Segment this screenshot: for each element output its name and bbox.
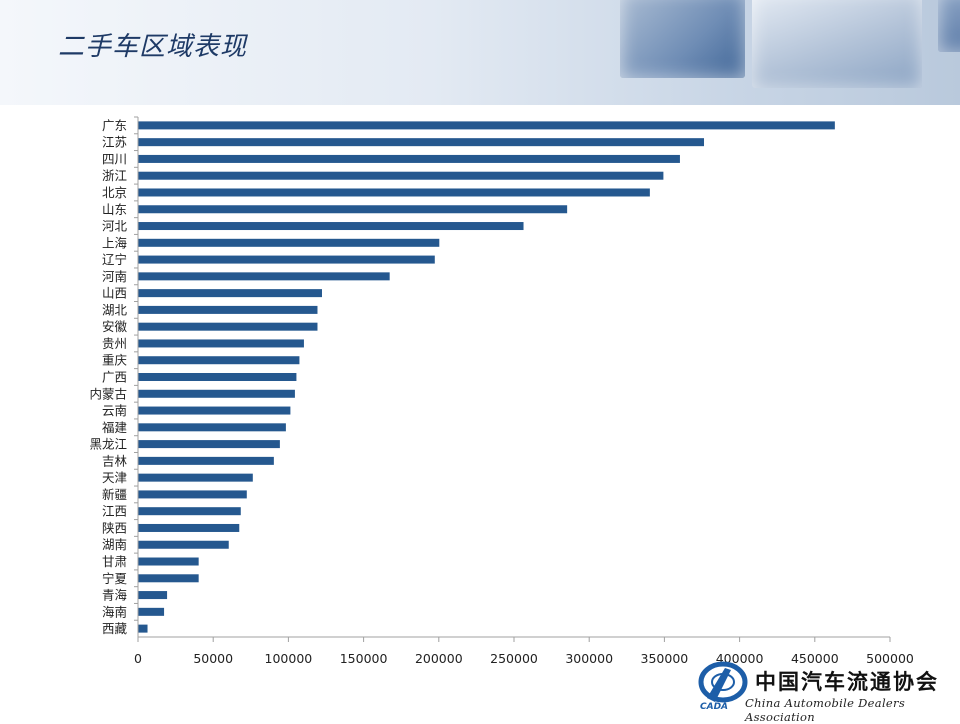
y-tick-label: 内蒙古 bbox=[89, 386, 127, 401]
bar bbox=[138, 624, 148, 633]
y-tick-label: 宁夏 bbox=[102, 571, 128, 586]
x-tick-label: 50000 bbox=[193, 651, 233, 666]
y-tick-label: 新疆 bbox=[102, 487, 127, 502]
logo-name-cn: 中国汽车流通协会 bbox=[755, 669, 939, 694]
bar bbox=[138, 591, 168, 600]
y-tick-label: 河南 bbox=[102, 269, 127, 284]
bar bbox=[138, 574, 199, 583]
bar bbox=[138, 188, 650, 197]
y-tick-label: 天津 bbox=[102, 470, 127, 485]
bar bbox=[138, 205, 568, 214]
y-tick-label: 广东 bbox=[102, 118, 127, 133]
bar bbox=[138, 373, 297, 381]
bar bbox=[138, 406, 291, 415]
y-tick-label: 西藏 bbox=[102, 621, 128, 636]
decorative-cube bbox=[620, 0, 745, 78]
bar bbox=[138, 440, 280, 449]
cada-logo-icon bbox=[698, 661, 748, 703]
bar bbox=[138, 423, 286, 432]
x-tick-label: 300000 bbox=[565, 651, 613, 666]
bar bbox=[138, 356, 300, 365]
y-tick-label: 湖北 bbox=[102, 302, 128, 317]
bar bbox=[138, 473, 253, 482]
y-tick-label: 浙江 bbox=[102, 168, 127, 183]
bar bbox=[138, 272, 390, 281]
bar bbox=[138, 540, 229, 549]
bar bbox=[138, 557, 199, 566]
x-tick-label: 150000 bbox=[340, 651, 388, 666]
y-tick-label: 甘肃 bbox=[102, 554, 127, 569]
bar bbox=[138, 507, 241, 516]
y-tick-label: 河北 bbox=[102, 219, 128, 234]
x-tick-label: 0 bbox=[134, 651, 142, 666]
decorative-cube bbox=[752, 0, 922, 88]
y-tick-label: 福建 bbox=[102, 420, 128, 435]
bar bbox=[138, 121, 835, 130]
y-tick-label: 上海 bbox=[102, 235, 128, 250]
y-tick-label: 山东 bbox=[102, 202, 127, 217]
y-tick-label: 贵州 bbox=[102, 336, 127, 351]
x-tick-label: 100000 bbox=[265, 651, 313, 666]
y-tick-label: 云南 bbox=[102, 403, 127, 418]
y-tick-label: 江西 bbox=[102, 504, 127, 519]
y-tick-label: 海南 bbox=[102, 604, 127, 619]
bar bbox=[138, 255, 435, 264]
header-banner: 二手车区域表现 bbox=[0, 0, 960, 105]
bar bbox=[138, 138, 705, 147]
bar bbox=[138, 607, 165, 616]
y-tick-label: 山西 bbox=[102, 286, 127, 301]
y-tick-label: 湖南 bbox=[102, 537, 127, 552]
bar bbox=[138, 171, 664, 180]
cada-logo: CADA 中国汽车流通协会 China Automobile Dealers A… bbox=[695, 658, 960, 724]
bar bbox=[138, 154, 680, 163]
y-tick-label: 青海 bbox=[102, 588, 128, 603]
y-tick-label: 辽宁 bbox=[102, 252, 127, 267]
y-tick-label: 四川 bbox=[102, 151, 127, 166]
bar bbox=[138, 456, 274, 465]
bar bbox=[138, 222, 524, 231]
y-tick-label: 北京 bbox=[102, 185, 127, 200]
y-tick-label: 吉林 bbox=[102, 453, 128, 468]
bar-chart: 广东江苏四川浙江北京山东河北上海辽宁河南山西湖北安徽贵州重庆广西内蒙古云南福建黑… bbox=[89, 116, 914, 666]
bar bbox=[138, 322, 318, 331]
x-tick-label: 500000 bbox=[866, 651, 914, 666]
decorative-cube bbox=[938, 0, 960, 52]
bar bbox=[138, 523, 240, 532]
y-tick-label: 黑龙江 bbox=[89, 437, 127, 452]
x-tick-label: 350000 bbox=[641, 651, 689, 666]
y-tick-label: 陕西 bbox=[102, 520, 127, 535]
bar bbox=[138, 389, 295, 398]
bar bbox=[138, 490, 247, 499]
x-tick-label: 250000 bbox=[490, 651, 538, 666]
x-tick-label: 200000 bbox=[415, 651, 463, 666]
bar bbox=[138, 289, 322, 298]
y-tick-label: 重庆 bbox=[102, 353, 128, 368]
y-tick-label: 江苏 bbox=[102, 135, 127, 150]
bar bbox=[138, 339, 304, 348]
logo-abbreviation: CADA bbox=[700, 702, 729, 712]
page-title: 二手车区域表现 bbox=[58, 32, 248, 62]
y-tick-label: 广西 bbox=[102, 370, 127, 385]
bar bbox=[138, 305, 318, 314]
x-tick-label: 450000 bbox=[791, 651, 839, 666]
y-tick-label: 安徽 bbox=[102, 319, 128, 334]
bar bbox=[138, 238, 440, 247]
